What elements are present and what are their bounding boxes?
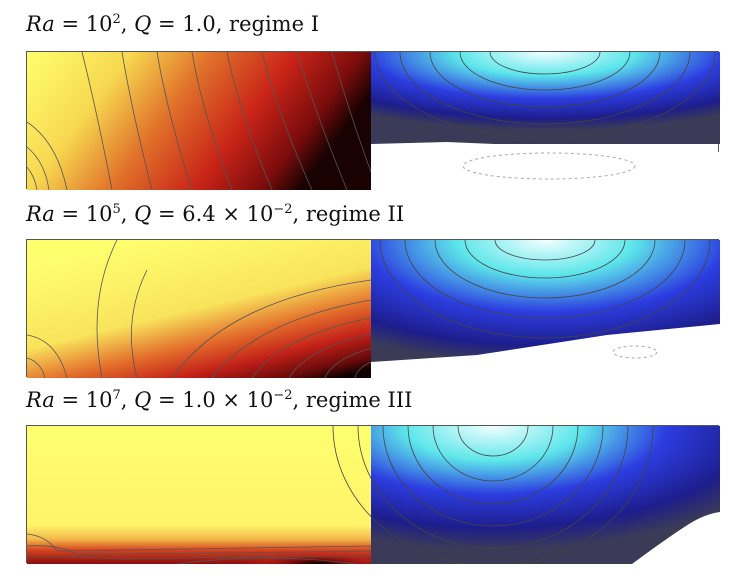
ra-exponent: 2 bbox=[112, 12, 121, 27]
caption-regime-3: Ra = 107, Q = 1.0 × 10−2, regime III bbox=[26, 388, 412, 412]
ra-value: = 10 bbox=[54, 388, 113, 412]
panel-2-graphic bbox=[27, 240, 720, 378]
temperature-contours bbox=[27, 52, 372, 190]
q-exponent: −2 bbox=[273, 388, 293, 403]
ra-symbol: Ra bbox=[26, 388, 55, 412]
ra-symbol: Ra bbox=[26, 202, 55, 226]
q-symbol: Q bbox=[134, 12, 152, 36]
dashed-contour bbox=[462, 152, 636, 180]
q-value: = 1.0 × 10 bbox=[151, 388, 274, 412]
ra-symbol: Ra bbox=[26, 12, 55, 36]
flow-contours bbox=[332, 426, 654, 564]
temperature-field bbox=[27, 52, 371, 190]
flow-contours bbox=[379, 240, 711, 339]
ra-exponent: 5 bbox=[112, 202, 121, 217]
solid-region bbox=[371, 142, 720, 190]
regime-label: , regime I bbox=[215, 12, 319, 36]
temperature-contours bbox=[27, 533, 372, 564]
caption-regime-2: Ra = 105, Q = 6.4 × 10−2, regime II bbox=[26, 202, 404, 226]
temperature-contours bbox=[27, 240, 372, 378]
regime-label: , regime II bbox=[292, 202, 405, 226]
q-value: = 1.0 bbox=[151, 12, 216, 36]
ra-value: = 10 bbox=[54, 202, 113, 226]
separator: , bbox=[120, 12, 135, 36]
separator: , bbox=[120, 202, 135, 226]
flow-field bbox=[371, 52, 720, 144]
q-exponent: −2 bbox=[273, 202, 293, 217]
dashed-contour bbox=[612, 345, 658, 359]
flow-contours bbox=[374, 52, 716, 139]
panel-regime-3 bbox=[26, 425, 720, 564]
solid-region bbox=[371, 324, 720, 378]
q-symbol: Q bbox=[134, 202, 152, 226]
ra-exponent: 7 bbox=[112, 388, 121, 403]
panel-regime-2 bbox=[26, 239, 720, 378]
panel-regime-1 bbox=[26, 51, 720, 190]
temperature-field bbox=[27, 240, 371, 378]
panel-3-graphic bbox=[27, 426, 720, 564]
q-value: = 6.4 × 10 bbox=[151, 202, 274, 226]
caption-regime-1: Ra = 102, Q = 1.0, regime I bbox=[26, 12, 319, 36]
panel-1-graphic bbox=[27, 52, 720, 190]
separator: , bbox=[120, 388, 135, 412]
flow-field bbox=[371, 426, 720, 564]
regime-label: , regime III bbox=[292, 388, 413, 412]
ra-value: = 10 bbox=[54, 12, 113, 36]
solid-region bbox=[632, 512, 720, 564]
q-symbol: Q bbox=[134, 388, 152, 412]
